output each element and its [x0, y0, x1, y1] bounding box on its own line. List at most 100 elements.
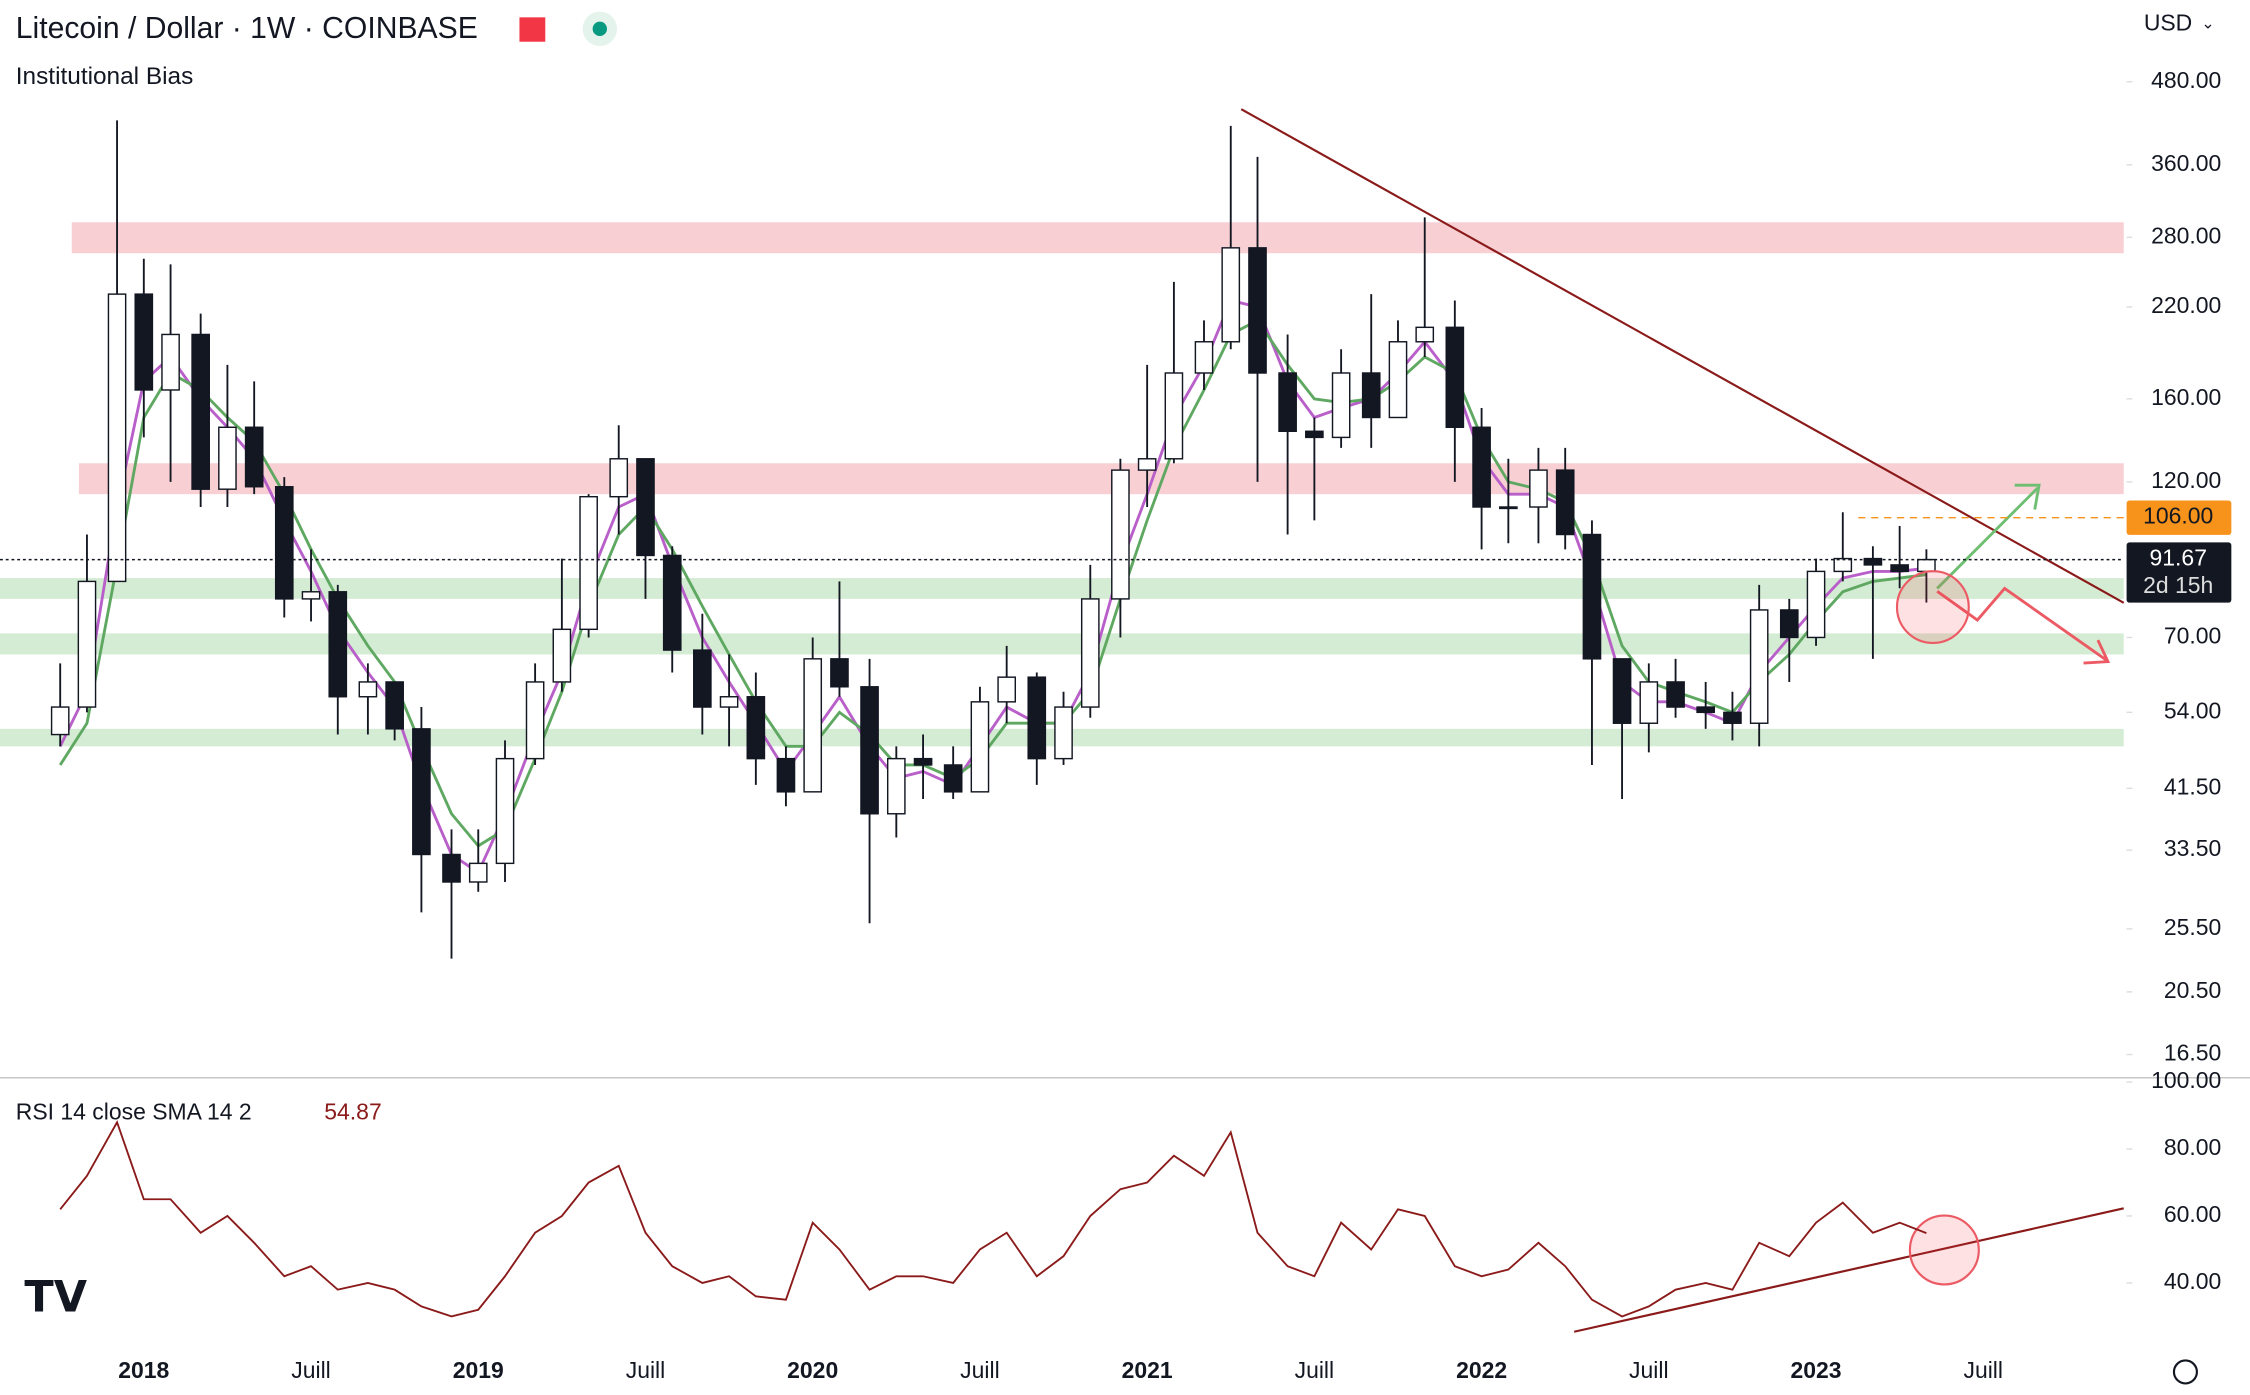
y-tick-label: 25.50	[2164, 914, 2221, 940]
candle-body	[191, 333, 210, 490]
zone	[71, 222, 2124, 254]
candle-body	[107, 293, 127, 583]
y-tick-label: 120.00	[2151, 467, 2221, 493]
y-tick-label: 220.00	[2151, 292, 2221, 318]
settings-icon[interactable]	[2172, 1359, 2198, 1385]
rsi-trend-line	[1573, 1207, 2124, 1333]
flag-icon	[519, 17, 546, 42]
candle-body	[442, 853, 461, 883]
trend-line	[1240, 108, 2125, 604]
level-tag-label: 106.00	[2143, 503, 2213, 529]
candle-body	[913, 757, 933, 766]
price-pane	[50, 120, 1936, 959]
y-tick-label: 480.00	[2151, 67, 2221, 93]
candle-body	[1164, 372, 1184, 460]
candle-body	[1779, 609, 1799, 639]
countdown: 2d 15h	[2143, 572, 2213, 598]
candle-body	[662, 554, 682, 651]
candle-body	[1137, 458, 1157, 471]
candle-body	[1054, 706, 1073, 760]
x-tick-label: Juill	[1295, 1357, 1335, 1383]
rsi-pane: 40.00 60.00 80.00 100.00	[59, 1067, 2221, 1318]
candle-body	[1221, 247, 1241, 343]
candle-body	[1027, 676, 1047, 760]
y-tick-label: 160.00	[2151, 384, 2221, 410]
y-tick-label: 41.50	[2164, 773, 2221, 799]
candle-body	[1723, 711, 1742, 724]
x-tick-label: Juill	[291, 1357, 331, 1383]
x-tick-label: Juill	[1629, 1357, 1669, 1383]
candle-body	[495, 757, 515, 865]
candle-body	[1612, 658, 1632, 724]
candle-body	[134, 293, 154, 391]
candle-body	[1749, 609, 1769, 724]
candle-body	[746, 696, 766, 760]
x-tick-label: Juill	[1963, 1357, 2003, 1383]
moving-average	[58, 318, 1927, 848]
x-tick-label: 2023	[1791, 1357, 1842, 1383]
candle-body	[1445, 326, 1465, 428]
x-tick-label: 2021	[1122, 1357, 1173, 1383]
chart-title: Litecoin / Dollar · 1W · COINBASE	[16, 12, 478, 45]
candle-body	[218, 426, 237, 490]
candle-body	[860, 686, 879, 815]
candle-body	[1863, 557, 1883, 566]
rsi-tick-label: 80.00	[2164, 1134, 2221, 1160]
rsi-line	[59, 1119, 1927, 1318]
candle-body	[609, 458, 629, 498]
highlight-circle	[1895, 570, 1970, 645]
candle-body	[1639, 681, 1659, 724]
candle-body	[636, 458, 655, 557]
rsi-highlight-circle	[1908, 1214, 1980, 1286]
price-tag-label: 91.67	[2150, 545, 2207, 571]
candle-body	[525, 681, 545, 760]
rsi-value: 54.87	[324, 1099, 381, 1125]
candle-body	[1917, 558, 1936, 573]
bull-arrow	[1936, 486, 2039, 590]
candle-body	[1582, 533, 1602, 660]
candle-body	[1499, 506, 1518, 510]
candle-body	[468, 862, 488, 883]
chart-subtitle: Institutional Bias	[16, 63, 194, 90]
candle-body	[1278, 372, 1297, 432]
candle-body	[1331, 372, 1351, 439]
y-tick-label: 360.00	[2151, 150, 2221, 176]
candle-body	[412, 728, 431, 856]
candle-body	[1890, 564, 1909, 573]
y-tick-label: 70.00	[2164, 623, 2221, 649]
candle-body	[1806, 570, 1826, 639]
y-tick-label: 20.50	[2164, 977, 2221, 1003]
x-tick-label: Juill	[960, 1357, 1000, 1383]
candle-body	[77, 580, 97, 708]
candle-body	[358, 681, 378, 698]
level-tag	[2126, 500, 2232, 535]
x-tick-label: 2022	[1456, 1357, 1507, 1383]
candle-body	[1529, 469, 1548, 508]
price-tag	[2126, 542, 2232, 603]
candle-body	[693, 649, 712, 708]
y-tick-label: 280.00	[2151, 222, 2221, 248]
y-tick-label: 54.00	[2164, 697, 2221, 723]
candle-body	[1555, 469, 1575, 536]
candle-body	[943, 764, 963, 793]
candle-body	[579, 495, 598, 631]
candle-body	[1472, 426, 1491, 508]
candle-body	[1666, 681, 1685, 708]
candle-body	[50, 706, 70, 736]
x-tick-label: Juill	[626, 1357, 666, 1383]
currency[interactable]: USD	[2144, 10, 2192, 36]
currency-caret[interactable]: ⌄	[2201, 16, 2214, 33]
candle-body	[244, 426, 264, 488]
candle-body	[776, 757, 796, 793]
y-tick-label: 33.50	[2164, 835, 2221, 861]
status-dot	[592, 21, 607, 36]
candle-body	[997, 676, 1017, 703]
bear-arrow-head	[2083, 639, 2111, 665]
candle-body	[328, 591, 348, 698]
x-tick-label: 2019	[453, 1357, 504, 1383]
bear-arrow	[1936, 586, 2108, 662]
logo: 𝗧𝗩	[24, 1274, 87, 1322]
candle-body	[1080, 598, 1100, 708]
bull-arrow-head	[2014, 483, 2041, 510]
